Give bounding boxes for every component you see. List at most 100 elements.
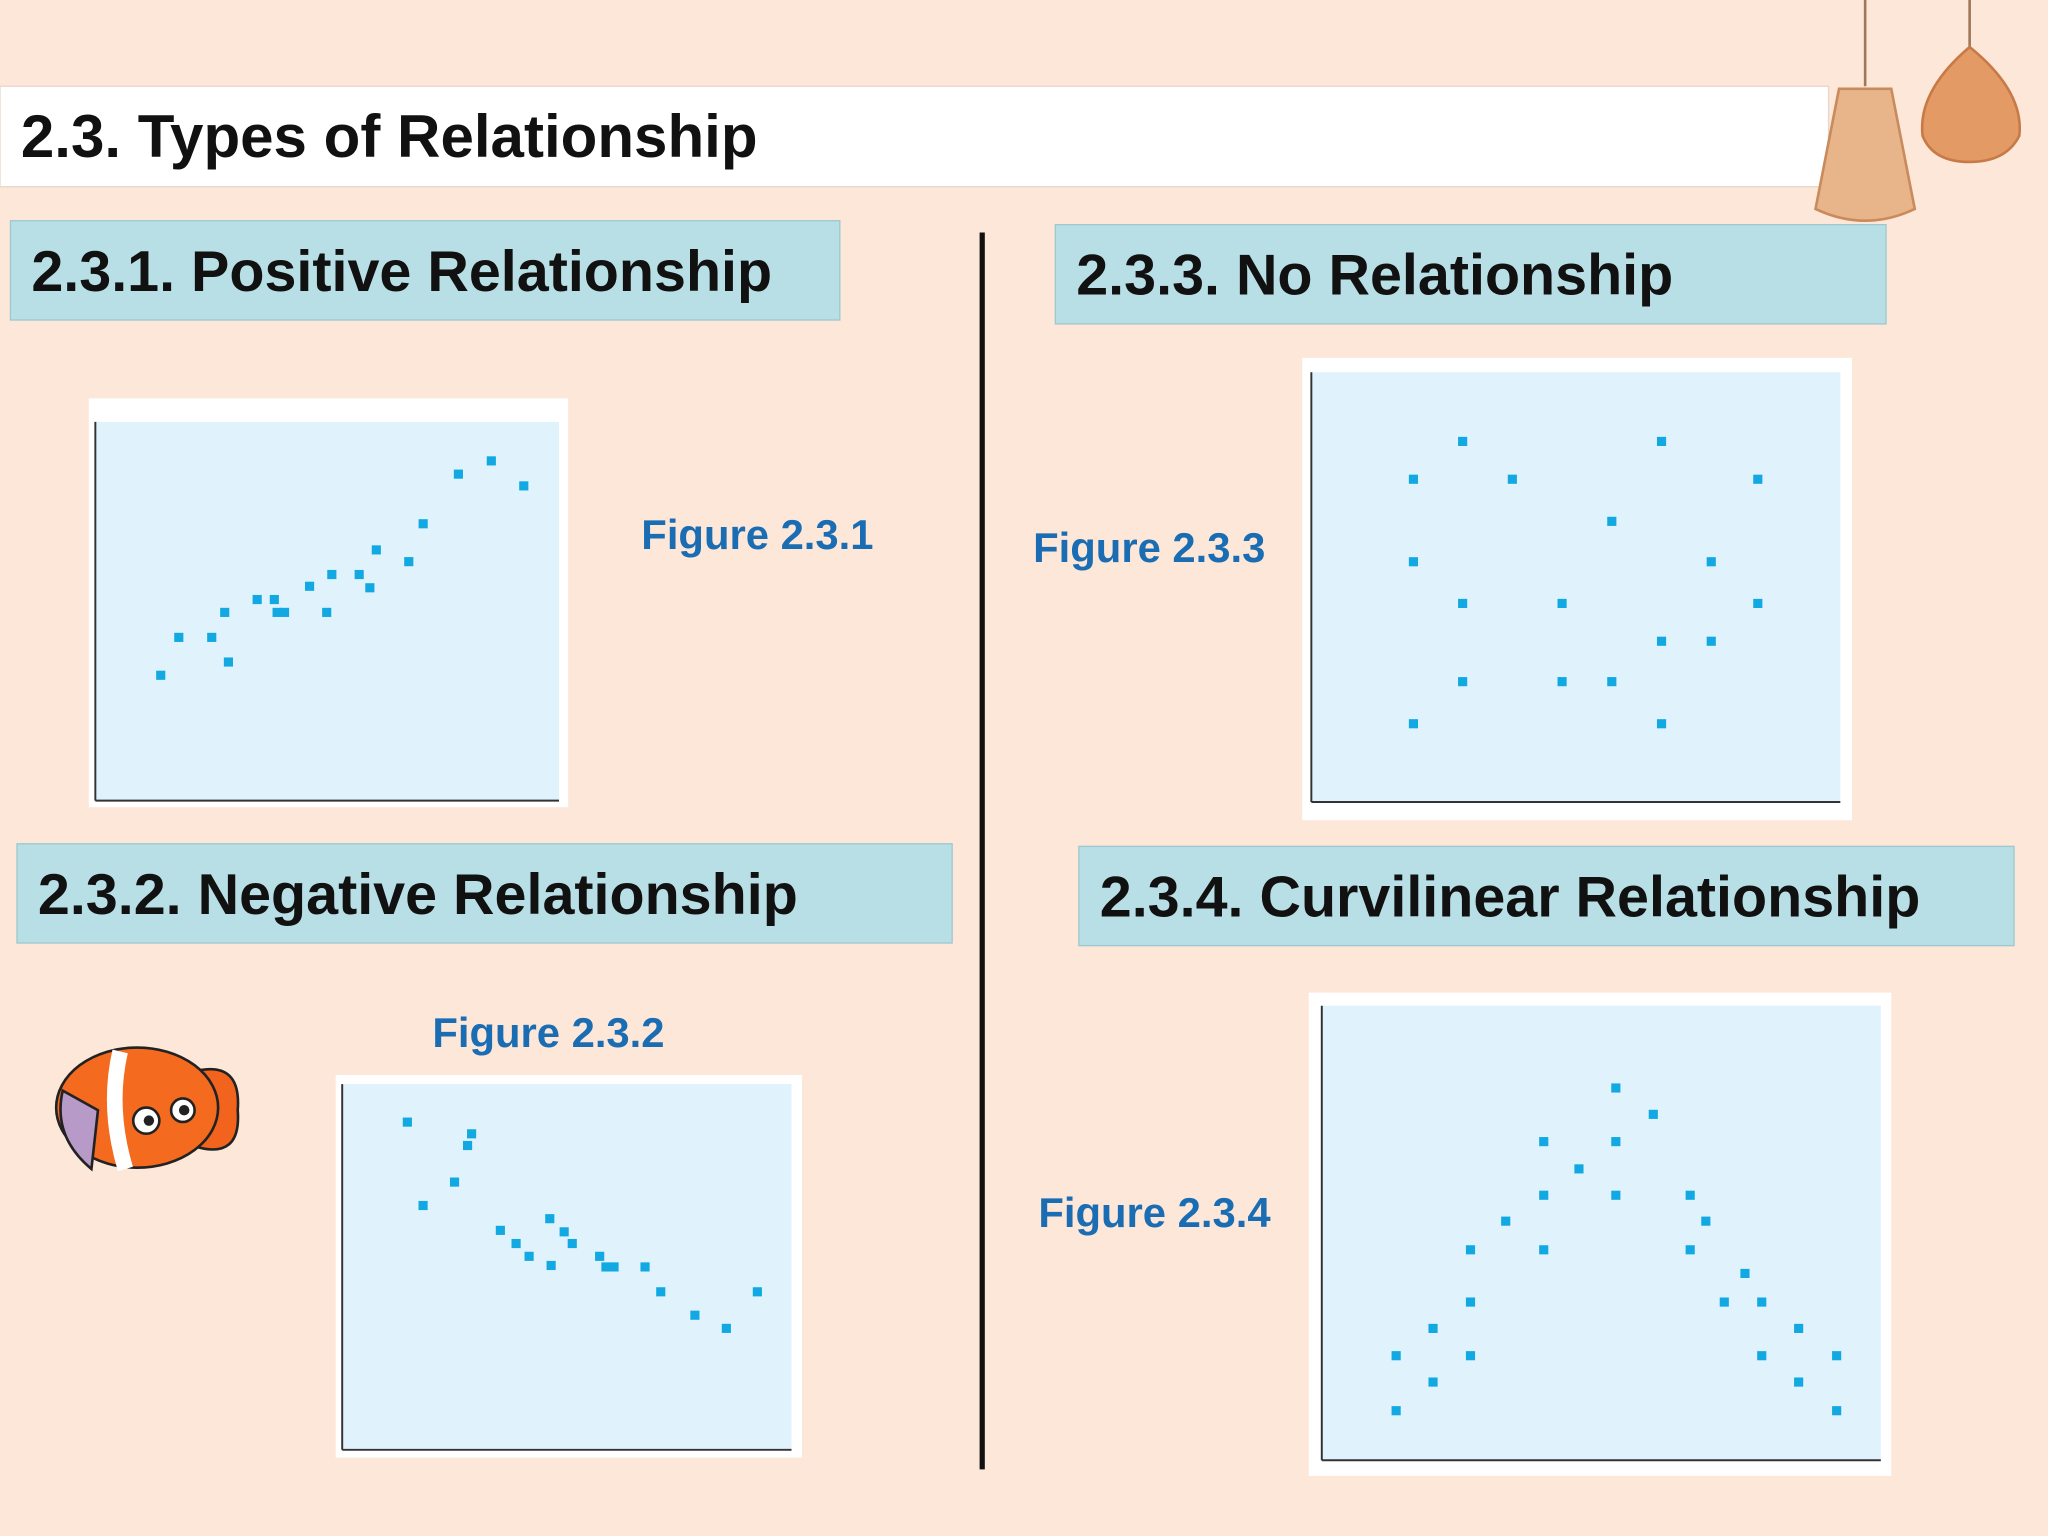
point	[207, 632, 217, 642]
point	[1391, 1351, 1401, 1361]
point	[1428, 1377, 1438, 1387]
plot-area	[1311, 372, 1841, 802]
section-box	[1054, 224, 1887, 325]
point	[609, 1262, 619, 1272]
point	[1391, 1406, 1401, 1416]
point	[1408, 557, 1419, 567]
point	[1753, 474, 1763, 484]
point	[1706, 557, 1716, 567]
point	[1458, 436, 1468, 447]
point	[1458, 598, 1468, 609]
point	[559, 1227, 569, 1237]
point	[467, 1129, 477, 1139]
point	[601, 1262, 611, 1272]
point	[1458, 677, 1468, 687]
point	[567, 1238, 577, 1249]
point	[519, 481, 529, 491]
point	[1656, 436, 1667, 447]
section-heading: 2.3.3. No Relationship	[1076, 244, 1673, 308]
point	[1794, 1323, 1804, 1334]
point	[640, 1262, 650, 1272]
point	[354, 569, 364, 580]
title-bar	[0, 85, 1830, 188]
section-heading: 2.3.2. Negative Relationship	[38, 863, 798, 927]
point	[1706, 636, 1716, 646]
point	[721, 1323, 731, 1333]
point	[462, 1140, 473, 1151]
point	[1611, 1190, 1621, 1200]
point	[156, 670, 166, 680]
point	[449, 1177, 460, 1187]
point	[1656, 636, 1667, 646]
point	[1719, 1297, 1729, 1307]
point	[1465, 1297, 1476, 1307]
point	[1656, 719, 1667, 729]
point	[1740, 1268, 1750, 1279]
point	[546, 1260, 556, 1271]
point	[1832, 1351, 1842, 1361]
point	[418, 1200, 428, 1211]
point	[1701, 1216, 1711, 1226]
point	[511, 1238, 521, 1249]
lamps	[1814, 0, 2022, 222]
point	[1607, 677, 1617, 687]
point	[220, 607, 230, 617]
point	[279, 607, 290, 617]
point	[656, 1287, 666, 1297]
point	[304, 581, 315, 591]
point	[545, 1214, 555, 1224]
point	[1408, 474, 1419, 484]
point	[1685, 1190, 1695, 1200]
point	[495, 1225, 505, 1235]
point	[252, 594, 262, 605]
point	[371, 545, 381, 555]
figure-label: Figure 2.3.4	[1038, 1189, 1271, 1236]
fish	[54, 1046, 240, 1172]
point	[1574, 1164, 1584, 1174]
point	[327, 569, 337, 580]
section-box	[1078, 845, 2015, 947]
point	[1539, 1190, 1549, 1200]
point	[524, 1251, 534, 1261]
slide-title: 2.3. Types of Relationship	[21, 103, 758, 170]
point	[223, 657, 233, 667]
point	[1539, 1245, 1549, 1255]
section-box	[16, 843, 953, 944]
point	[365, 583, 375, 593]
point	[418, 519, 428, 529]
point	[1465, 1351, 1476, 1361]
point	[752, 1287, 762, 1297]
point	[1557, 677, 1567, 687]
point	[1757, 1297, 1767, 1307]
point	[174, 632, 184, 642]
plot-area	[1321, 1005, 1881, 1461]
plot-area	[342, 1084, 792, 1450]
point	[1611, 1137, 1621, 1147]
point	[1648, 1109, 1658, 1119]
point	[1757, 1351, 1767, 1361]
point	[1753, 598, 1763, 609]
point	[690, 1310, 700, 1320]
point	[486, 456, 496, 466]
point	[1611, 1083, 1621, 1093]
point	[453, 469, 463, 479]
point	[1685, 1245, 1695, 1255]
point	[322, 607, 332, 617]
section-heading: 2.3.4. Curvilinear Relationship	[1100, 865, 1921, 929]
point	[1501, 1216, 1511, 1226]
point	[1832, 1406, 1842, 1416]
point	[1428, 1323, 1438, 1334]
point	[1507, 474, 1517, 484]
figure-label: Figure 2.3.2	[432, 1009, 664, 1056]
point	[272, 607, 282, 617]
point	[1794, 1377, 1804, 1387]
section-heading: 2.3.1. Positive Relationship	[31, 240, 772, 304]
point	[595, 1251, 605, 1261]
figure-label: Figure 2.3.3	[1033, 524, 1265, 571]
point	[404, 557, 414, 567]
figure-label: Figure 2.3.1	[641, 511, 873, 558]
point	[1465, 1245, 1476, 1255]
point	[1557, 598, 1567, 609]
